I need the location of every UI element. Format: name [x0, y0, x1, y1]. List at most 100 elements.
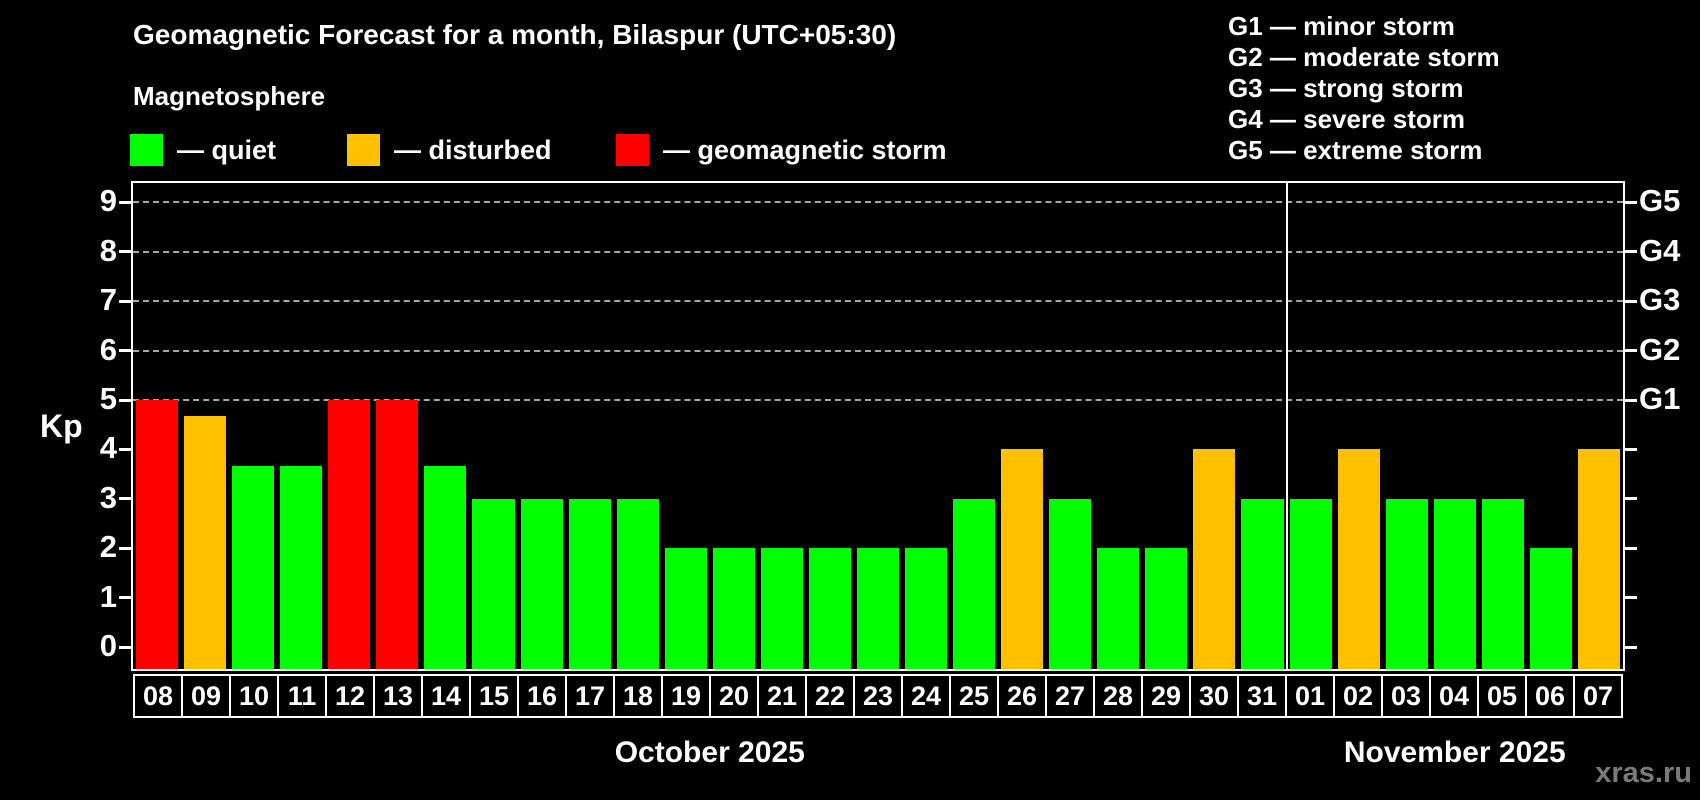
gridline-kp-7	[133, 300, 1623, 303]
day-label-26: 26	[997, 674, 1047, 718]
g-scale-label-g2: G2	[1639, 331, 1681, 367]
kp-bar-day-27	[1049, 498, 1092, 669]
right-axis-tick	[1625, 497, 1637, 501]
day-label-01: 01	[1285, 674, 1335, 718]
kp-bar-day-18	[616, 498, 659, 669]
right-axis-tick	[1625, 596, 1637, 600]
y-axis-tick	[119, 349, 131, 353]
y-axis-tick-label: 8	[99, 232, 117, 268]
day-label-11: 11	[277, 674, 327, 718]
day-label-21: 21	[757, 674, 807, 718]
month-separator-line	[1285, 183, 1288, 669]
day-label-31: 31	[1237, 674, 1287, 718]
y-axis-tick-label: 0	[99, 628, 117, 663]
legend-swatch-quiet-icon	[130, 134, 163, 166]
kp-bar-day-06	[1529, 548, 1572, 669]
g-scale-label-g3: G3	[1639, 282, 1681, 318]
g-legend-line-2: G2 — moderate storm	[1228, 42, 1500, 72]
kp-bar-day-30	[1193, 449, 1236, 669]
day-label-18: 18	[613, 674, 663, 718]
y-axis-tick-label: 9	[99, 183, 117, 219]
day-label-04: 04	[1429, 674, 1479, 718]
kp-bar-day-09	[184, 416, 227, 669]
kp-bar-day-28	[1097, 548, 1140, 669]
y-axis-tick-label: 5	[99, 381, 117, 416]
g-legend-line-5: G5 — extreme storm	[1228, 135, 1483, 165]
kp-bar-day-26	[1001, 449, 1044, 669]
watermark: xras.ru	[1595, 757, 1692, 789]
day-label-14: 14	[421, 674, 471, 718]
kp-bar-day-19	[664, 548, 707, 669]
chart-title: Geomagnetic Forecast for a month, Bilasp…	[133, 19, 897, 50]
gridline-kp-9	[133, 201, 1623, 204]
day-label-19: 19	[661, 674, 711, 718]
g-scale-legend: G1 — minor storm G2 — moderate storm G3 — …	[1228, 11, 1500, 166]
day-label-16: 16	[517, 674, 567, 718]
day-label-03: 03	[1381, 674, 1431, 718]
y-axis-tick	[119, 497, 131, 501]
kp-bar-day-20	[712, 548, 755, 669]
kp-bar-day-31	[1241, 498, 1284, 669]
legend-label-storm: — geomagnetic storm	[663, 134, 947, 165]
kp-bar-day-05	[1481, 498, 1524, 669]
right-axis-tick	[1625, 200, 1637, 204]
day-label-22: 22	[805, 674, 855, 718]
day-label-28: 28	[1093, 674, 1143, 718]
legend-item-quiet: — quiet	[130, 134, 276, 166]
kp-bar-day-11	[280, 465, 323, 669]
kp-bar-day-25	[953, 498, 996, 669]
gridline-kp-6	[133, 349, 1623, 352]
kp-bar-day-24	[905, 548, 948, 669]
kp-bar-day-29	[1145, 548, 1188, 669]
day-label-27: 27	[1045, 674, 1095, 718]
g-legend-line-1: G1 — minor storm	[1228, 11, 1455, 41]
day-label-12: 12	[325, 674, 375, 718]
legend-swatch-disturbed-icon	[347, 134, 380, 166]
day-label-24: 24	[901, 674, 951, 718]
y-axis-tick	[119, 596, 131, 600]
y-axis-title: Kp	[40, 408, 83, 444]
day-label-08: 08	[133, 674, 183, 718]
right-axis-tick	[1625, 299, 1637, 303]
day-label-10: 10	[229, 674, 279, 718]
y-axis-tick	[119, 398, 131, 402]
y-axis-tick-label: 1	[99, 578, 117, 614]
kp-bar-day-02	[1337, 449, 1380, 669]
month-label: November 2025	[1343, 736, 1566, 769]
y-axis-tick	[119, 447, 131, 451]
right-axis-tick	[1625, 546, 1637, 550]
y-axis-tick	[119, 645, 131, 649]
legend-item-disturbed: — disturbed	[347, 134, 552, 166]
magnetosphere-label: Magnetosphere	[133, 81, 326, 111]
y-axis-tick-label: 4	[99, 430, 117, 466]
day-label-06: 06	[1525, 674, 1575, 718]
kp-bar-day-13	[376, 400, 419, 669]
month-label: October 2025	[614, 736, 805, 769]
y-axis-tick-label: 3	[99, 479, 117, 515]
right-axis-tick	[1625, 250, 1637, 254]
g-scale-label-g4: G4	[1639, 232, 1681, 268]
right-axis-tick	[1625, 349, 1637, 353]
legend-label-quiet: — quiet	[177, 134, 276, 165]
y-axis-tick	[119, 299, 131, 303]
right-axis-tick	[1625, 645, 1637, 649]
day-label-20: 20	[709, 674, 759, 718]
y-axis-tick-label: 7	[99, 282, 117, 318]
kp-bar-day-07	[1577, 449, 1620, 669]
kp-bar-day-03	[1385, 498, 1428, 669]
kp-bar-day-14	[424, 465, 467, 669]
y-axis-tick	[119, 546, 131, 550]
legend-label-disturbed: — disturbed	[394, 134, 552, 165]
kp-bar-day-04	[1433, 498, 1476, 669]
day-axis: 08 09 10 11 12 13 14 15 16 17 18 19 20 21 22 23 24 25 26 27…	[133, 674, 1623, 718]
day-label-25: 25	[949, 674, 999, 718]
legend-item-storm: — geomagnetic storm	[616, 134, 947, 166]
kp-bar-day-15	[472, 498, 515, 669]
kp-bar-day-12	[328, 400, 371, 669]
g-legend-line-3: G3 — strong storm	[1228, 73, 1464, 103]
kp-bar-day-10	[232, 465, 275, 669]
gridline-kp-8	[133, 250, 1623, 253]
day-label-05: 05	[1477, 674, 1527, 718]
day-label-17: 17	[565, 674, 615, 718]
